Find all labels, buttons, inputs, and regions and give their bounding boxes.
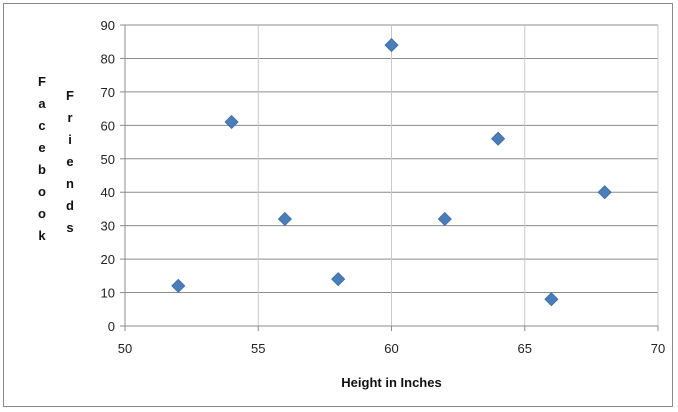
y-axis-title-letter: a bbox=[38, 96, 46, 111]
y-tick-label: 70 bbox=[101, 85, 115, 100]
y-axis-title-letter: d bbox=[66, 198, 74, 213]
y-tick-label: 30 bbox=[101, 219, 115, 234]
y-axis-title-letter: c bbox=[38, 118, 45, 133]
y-axis-title-letter: n bbox=[66, 176, 74, 191]
y-axis-title-letter: o bbox=[38, 206, 46, 221]
x-tick-label: 70 bbox=[651, 341, 665, 356]
data-point bbox=[171, 278, 186, 293]
data-point bbox=[224, 114, 239, 130]
chart-frame bbox=[3, 3, 673, 407]
y-tick-label: 0 bbox=[108, 319, 115, 334]
y-tick-label: 90 bbox=[101, 18, 115, 33]
data-point bbox=[597, 185, 612, 200]
y-axis-title-letter: i bbox=[68, 132, 72, 147]
y-axis-title-letter: e bbox=[66, 154, 73, 169]
data-point bbox=[437, 211, 452, 227]
y-axis-title-letter: k bbox=[38, 228, 46, 243]
y-tick-label: 20 bbox=[101, 252, 115, 267]
y-axis-title-letter: s bbox=[66, 220, 73, 235]
y-axis-title-letter: F bbox=[38, 74, 46, 89]
data-point bbox=[331, 272, 346, 287]
y-tick-label: 50 bbox=[101, 152, 115, 167]
x-tick-label: 50 bbox=[118, 341, 132, 356]
gridlines bbox=[124, 24, 659, 327]
data-points bbox=[171, 38, 612, 307]
x-tick-label: 55 bbox=[251, 341, 265, 356]
data-point bbox=[277, 211, 292, 227]
tick-labels: 0 10 20 30 40 50 60 70 80 90 50 55 60 65 70 bbox=[101, 18, 666, 356]
data-point bbox=[491, 131, 506, 146]
y-tick-label: 80 bbox=[101, 51, 115, 66]
y-axis-title-letter: r bbox=[67, 110, 72, 125]
y-tick-label: 60 bbox=[101, 118, 115, 133]
y-axis-title-letter: o bbox=[38, 184, 46, 199]
data-point bbox=[544, 292, 559, 307]
y-tick-label: 10 bbox=[101, 286, 115, 301]
data-point bbox=[384, 38, 399, 53]
y-axis-title-letter: b bbox=[38, 162, 46, 177]
y-axis-title-letter: F bbox=[66, 88, 74, 103]
y-axis-title-letter: e bbox=[38, 140, 45, 155]
x-axis-title: Height in Inches bbox=[341, 375, 441, 390]
x-tick-label: 60 bbox=[384, 341, 398, 356]
y-tick-label: 40 bbox=[101, 185, 115, 200]
axes bbox=[120, 24, 659, 331]
x-tick-label: 65 bbox=[518, 341, 532, 356]
